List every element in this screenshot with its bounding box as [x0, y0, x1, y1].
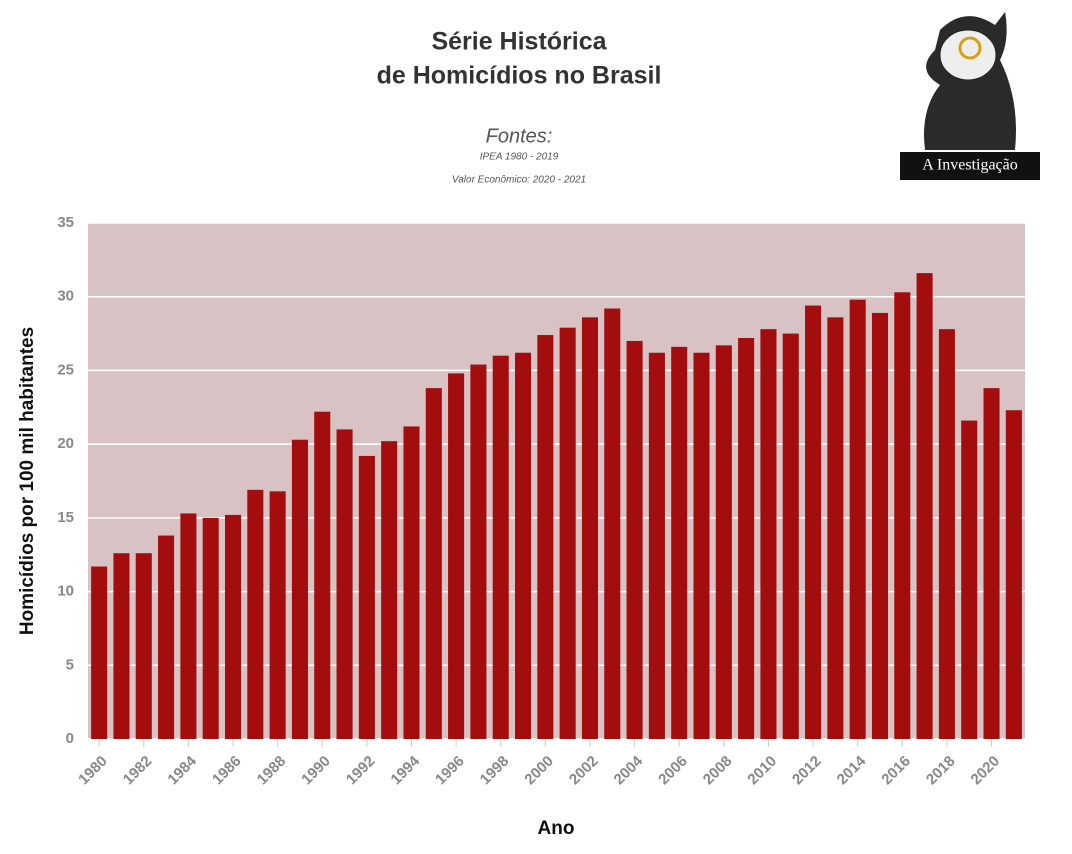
bar	[805, 305, 822, 739]
x-tick-label: 2016	[878, 753, 914, 789]
x-tick-label: 2008	[700, 753, 736, 789]
bar	[448, 373, 465, 739]
bar	[693, 352, 710, 739]
bar	[381, 441, 398, 739]
x-tick-label: 1990	[298, 753, 334, 789]
plot-background	[88, 223, 1025, 739]
x-tick-label: 2004	[611, 752, 647, 788]
logo: A Investigação	[900, 12, 1040, 180]
bar	[961, 420, 978, 739]
x-tick-label: 1982	[120, 753, 156, 789]
bar	[871, 312, 889, 739]
bar	[827, 317, 844, 739]
bar	[537, 335, 554, 739]
bar	[224, 514, 242, 739]
bar	[291, 439, 308, 739]
source: IPEA 1980 - 2019	[480, 152, 559, 163]
x-tick-label: 1992	[343, 753, 379, 789]
x-tick-label: 2010	[744, 753, 780, 789]
y-tick-label: 0	[66, 730, 74, 747]
bar	[1005, 410, 1022, 739]
y-tick-label: 30	[57, 288, 74, 305]
y-tick-label: 10	[57, 583, 74, 600]
x-tick-label: 2014	[834, 752, 870, 788]
bar	[247, 489, 264, 739]
bar	[358, 455, 375, 739]
source: Valor Econômico: 2020 - 2021	[452, 175, 586, 186]
x-tick-label: 1980	[75, 753, 111, 789]
bar	[336, 429, 353, 739]
bar	[425, 388, 442, 739]
y-tick-label: 20	[57, 435, 74, 452]
bar	[158, 535, 175, 739]
bar	[403, 426, 420, 739]
bar	[515, 352, 532, 739]
bar	[983, 388, 1000, 739]
sources-heading: Fontes:	[486, 125, 553, 147]
x-tick-label: 1986	[209, 753, 245, 789]
chart-title: Série Histórica	[431, 28, 607, 56]
bar	[626, 340, 643, 739]
y-tick-label: 15	[57, 509, 74, 526]
x-tick-label: 1998	[477, 753, 513, 789]
x-axis-label: Ano	[538, 818, 575, 839]
bar	[938, 329, 955, 739]
bar	[91, 566, 108, 739]
bar	[916, 273, 933, 739]
bar	[715, 345, 732, 739]
x-tick-label: 2018	[923, 753, 959, 789]
x-tick-label: 2000	[521, 753, 557, 789]
bar	[314, 411, 331, 739]
bar	[135, 553, 152, 739]
x-tick-label: 1994	[388, 752, 424, 788]
bar	[760, 329, 777, 739]
bar	[738, 337, 755, 739]
bar	[492, 355, 509, 739]
x-tick-label: 1996	[432, 753, 468, 789]
x-tick-label: 1988	[254, 753, 290, 789]
x-tick-label: 2012	[789, 753, 825, 789]
bar	[559, 327, 576, 739]
bar	[648, 352, 665, 739]
bar	[581, 317, 598, 739]
bar	[470, 364, 487, 739]
bar	[113, 553, 130, 739]
y-tick-label: 5	[66, 656, 74, 673]
y-tick-label: 25	[57, 361, 74, 378]
x-tick-label: 2002	[566, 753, 602, 789]
logo-text: A Investigação	[922, 157, 1018, 174]
bar	[782, 333, 799, 739]
bar	[202, 517, 219, 739]
bar	[604, 308, 621, 739]
chart-title: de Homicídios no Brasil	[377, 62, 662, 90]
y-tick-label: 35	[57, 214, 74, 231]
bar	[894, 292, 911, 739]
bar	[849, 299, 866, 739]
bar	[671, 346, 688, 739]
bar	[269, 491, 286, 739]
bar	[180, 513, 197, 739]
y-axis-label: Homicídios por 100 mil habitantes	[17, 327, 38, 635]
x-tick-label: 1984	[164, 752, 200, 788]
x-tick-label: 2020	[968, 753, 1004, 789]
x-tick-label: 2006	[655, 753, 691, 789]
